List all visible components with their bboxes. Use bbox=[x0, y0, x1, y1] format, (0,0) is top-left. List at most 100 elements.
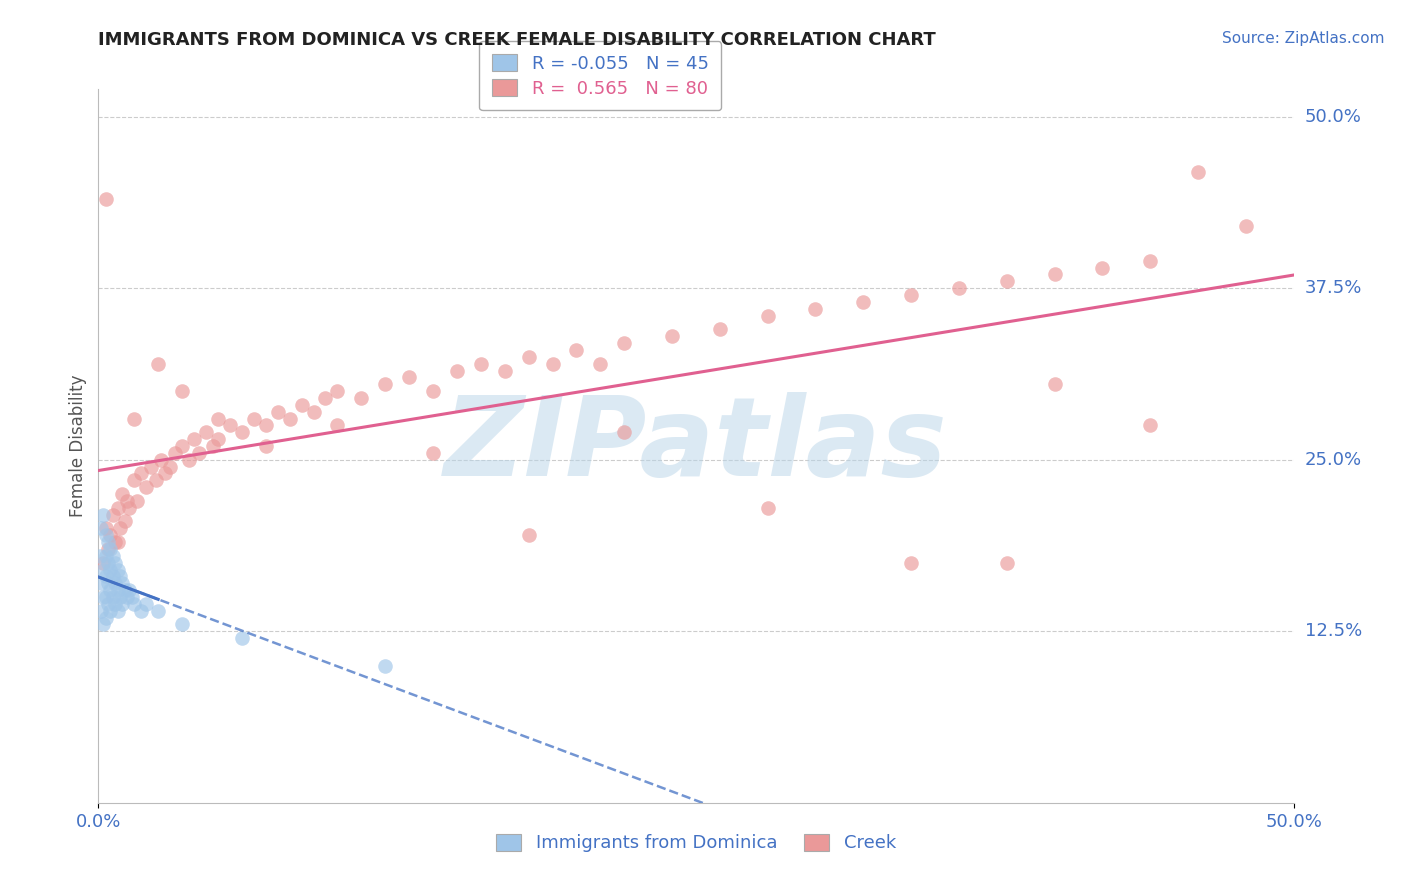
Point bbox=[91, 508, 114, 522]
Point bbox=[124, 473, 146, 487]
Point bbox=[114, 583, 136, 598]
Point bbox=[326, 418, 349, 433]
Point bbox=[98, 541, 122, 556]
Point bbox=[470, 357, 492, 371]
Point bbox=[111, 487, 134, 501]
Point bbox=[91, 590, 114, 604]
Point bbox=[302, 405, 325, 419]
Point bbox=[111, 597, 134, 611]
Point bbox=[90, 576, 112, 591]
Point bbox=[98, 562, 122, 576]
Point bbox=[804, 301, 827, 316]
Point bbox=[995, 556, 1018, 570]
Point bbox=[172, 617, 194, 632]
Point bbox=[135, 597, 157, 611]
Point bbox=[494, 363, 516, 377]
Point bbox=[94, 528, 117, 542]
Point bbox=[107, 500, 129, 515]
Point bbox=[254, 439, 277, 453]
Point bbox=[183, 432, 205, 446]
Point bbox=[145, 473, 167, 487]
Point bbox=[98, 604, 122, 618]
Point bbox=[231, 425, 253, 440]
Point bbox=[94, 521, 117, 535]
Point bbox=[1139, 253, 1161, 268]
Text: 12.5%: 12.5% bbox=[1305, 623, 1362, 640]
Point bbox=[104, 597, 127, 611]
Point bbox=[91, 562, 114, 576]
Point bbox=[94, 192, 117, 206]
Point bbox=[756, 309, 779, 323]
Point bbox=[1043, 268, 1066, 282]
Point bbox=[148, 604, 170, 618]
Point bbox=[94, 590, 117, 604]
Point bbox=[107, 583, 129, 598]
Point bbox=[446, 363, 468, 377]
Point bbox=[124, 597, 146, 611]
Point bbox=[124, 411, 146, 425]
Legend: Immigrants from Dominica, Creek: Immigrants from Dominica, Creek bbox=[484, 821, 908, 865]
Text: IMMIGRANTS FROM DOMINICA VS CREEK FEMALE DISABILITY CORRELATION CHART: IMMIGRANTS FROM DOMINICA VS CREEK FEMALE… bbox=[98, 31, 936, 49]
Point bbox=[97, 597, 120, 611]
Point bbox=[98, 583, 122, 598]
Point bbox=[159, 459, 181, 474]
Point bbox=[155, 467, 177, 481]
Point bbox=[115, 590, 138, 604]
Point bbox=[104, 576, 127, 591]
Point bbox=[374, 658, 396, 673]
Point bbox=[89, 549, 111, 563]
Point bbox=[613, 336, 636, 351]
Point bbox=[97, 541, 120, 556]
Point bbox=[756, 500, 779, 515]
Point bbox=[900, 288, 922, 302]
Point bbox=[91, 617, 114, 632]
Point bbox=[541, 357, 564, 371]
Point bbox=[107, 562, 129, 576]
Point bbox=[139, 459, 162, 474]
Text: 37.5%: 37.5% bbox=[1305, 279, 1362, 297]
Point bbox=[278, 411, 301, 425]
Point bbox=[291, 398, 314, 412]
Point bbox=[589, 357, 612, 371]
Point bbox=[1043, 377, 1066, 392]
Point bbox=[94, 569, 117, 583]
Point bbox=[422, 384, 444, 398]
Point bbox=[104, 556, 127, 570]
Point bbox=[114, 515, 136, 529]
Text: 25.0%: 25.0% bbox=[1305, 450, 1362, 468]
Point bbox=[111, 576, 134, 591]
Point bbox=[135, 480, 157, 494]
Point bbox=[900, 556, 922, 570]
Point bbox=[350, 391, 373, 405]
Point bbox=[90, 604, 112, 618]
Point bbox=[98, 528, 122, 542]
Point bbox=[97, 576, 120, 591]
Point bbox=[172, 439, 194, 453]
Point bbox=[254, 418, 277, 433]
Point bbox=[107, 604, 129, 618]
Point bbox=[101, 590, 124, 604]
Point bbox=[115, 494, 138, 508]
Text: 50.0%: 50.0% bbox=[1305, 108, 1361, 126]
Text: ZIPatlas: ZIPatlas bbox=[444, 392, 948, 500]
Point bbox=[326, 384, 349, 398]
Point bbox=[104, 535, 127, 549]
Point bbox=[613, 425, 636, 440]
Point bbox=[517, 528, 540, 542]
Point bbox=[125, 494, 148, 508]
Point bbox=[374, 377, 396, 392]
Point bbox=[131, 604, 153, 618]
Point bbox=[207, 432, 229, 446]
Point bbox=[94, 610, 117, 624]
Point bbox=[187, 446, 209, 460]
Point bbox=[398, 370, 420, 384]
Point bbox=[91, 556, 114, 570]
Point bbox=[517, 350, 540, 364]
Point bbox=[207, 411, 229, 425]
Point bbox=[121, 590, 143, 604]
Point bbox=[948, 281, 970, 295]
Point bbox=[97, 535, 120, 549]
Point bbox=[94, 549, 117, 563]
Point bbox=[1234, 219, 1257, 234]
Point bbox=[149, 452, 172, 467]
